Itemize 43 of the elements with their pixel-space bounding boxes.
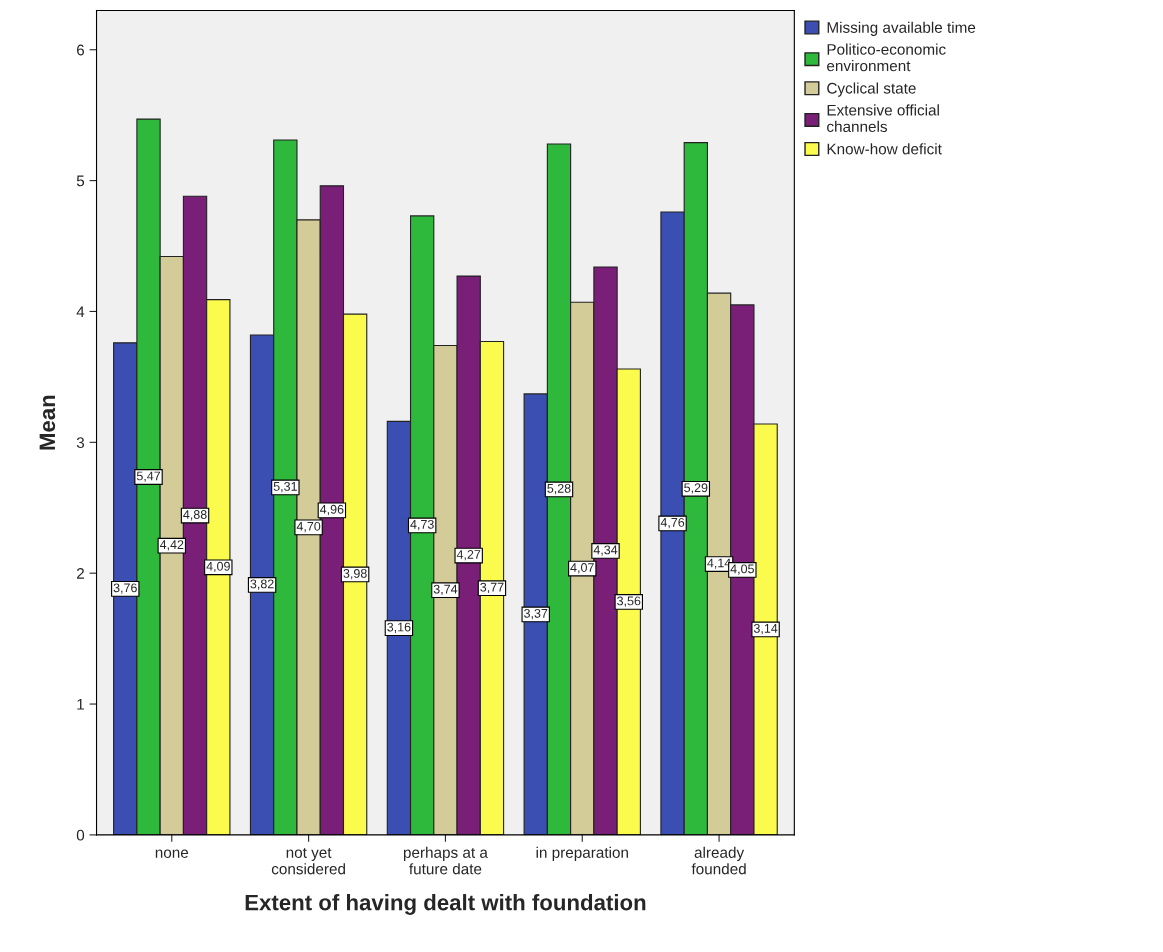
x-tick-label: perhaps at a future date	[403, 846, 488, 875]
y-tick-label: 4	[76, 306, 85, 317]
data-label: 4,09	[206, 561, 230, 573]
legend-label: Politico-economic environment	[827, 43, 946, 72]
data-label: 4,42	[159, 540, 184, 551]
y-tick-label: 2	[77, 568, 84, 579]
legend-label: Know-how deficit	[827, 143, 942, 155]
x-tick-label: not yet considered	[271, 847, 345, 875]
data-label: 3,76	[113, 583, 137, 594]
data-label: 4,96	[319, 504, 344, 516]
legend-label: Cyclical state	[827, 82, 916, 97]
data-label: 4,88	[183, 510, 207, 521]
data-label: 5,47	[136, 471, 161, 482]
data-label: 3,14	[753, 623, 778, 635]
data-label: 4,76	[660, 517, 685, 529]
data-label: 3,16	[387, 622, 411, 633]
x-axis-title: Extent of having dealt with foundation	[245, 894, 646, 915]
data-label: 3,82	[250, 579, 274, 590]
data-label: 3,74	[433, 584, 458, 596]
data-label: 3,77	[480, 582, 504, 594]
data-label: 4,70	[296, 521, 321, 533]
data-label: 5,28	[547, 483, 571, 495]
data-label: 5,31	[273, 481, 297, 493]
y-tick-label: 3	[76, 437, 85, 448]
x-tick-label: none	[155, 849, 189, 858]
y-axis-title: Mean	[39, 395, 56, 450]
y-tick-label: 6	[77, 44, 85, 56]
x-tick-label: already founded	[691, 846, 746, 875]
legend-label: Missing available time	[827, 21, 976, 36]
data-label: 3,37	[524, 608, 548, 620]
x-tick-label: in preparation	[536, 846, 628, 861]
data-label: 5,29	[684, 483, 708, 494]
data-label: 3,98	[343, 568, 367, 580]
data-label: 4,34	[593, 545, 618, 556]
y-tick-label: 0	[76, 829, 85, 841]
y-tick-label: 1	[77, 699, 84, 710]
data-label: 4,05	[730, 564, 754, 575]
data-label: 4,73	[410, 519, 434, 531]
data-label: 4,07	[570, 563, 594, 574]
data-label: 4,27	[456, 550, 481, 561]
y-tick-label: 5	[76, 175, 85, 187]
legend-label: Extensive official channels	[827, 104, 939, 133]
data-label: 3,56	[617, 596, 641, 607]
